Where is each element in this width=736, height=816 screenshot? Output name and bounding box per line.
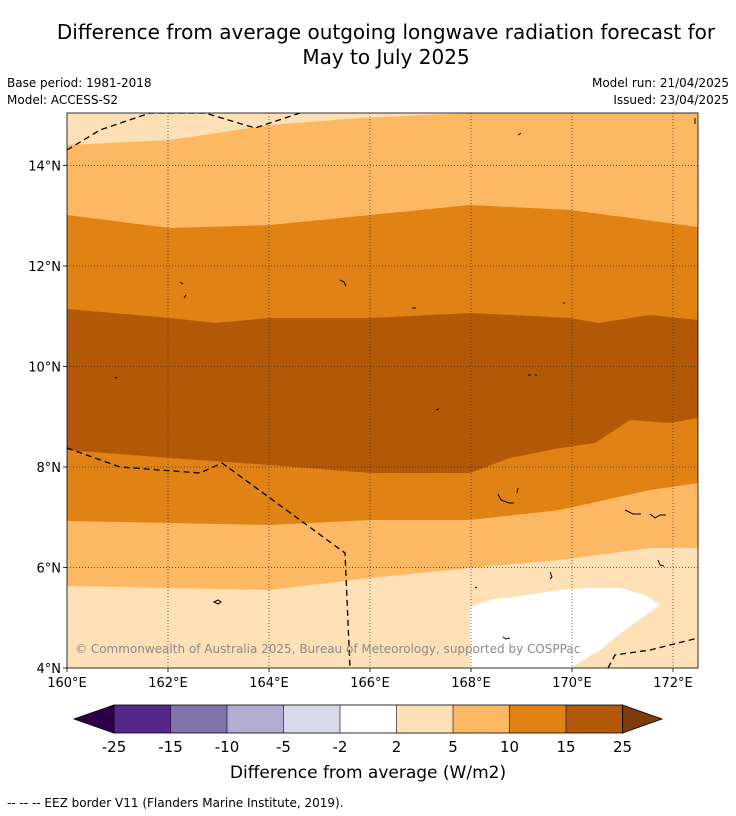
colorbar-tick-label: -15: [158, 738, 183, 756]
colorbar-tick-label: 5: [448, 738, 458, 756]
colorbar-segment: [509, 705, 566, 733]
colorbar-segment: [340, 705, 397, 733]
contour-field: [67, 113, 698, 668]
island: [549, 571, 553, 580]
island: [183, 294, 187, 299]
colorbar-outline: [113, 704, 623, 734]
island: [657, 559, 665, 567]
colorbar-tick-label: -2: [333, 738, 348, 756]
colorbar-segment: [114, 705, 171, 733]
band-15-25: [67, 309, 698, 473]
lat-tick-label: 12°N: [28, 260, 61, 275]
title-line-2: May to July 2025: [302, 45, 470, 69]
lon-tick-label: 168°E: [451, 676, 491, 691]
colorbar-segment: [396, 705, 453, 733]
lat-tick-label: 10°N: [28, 361, 61, 376]
island: [179, 281, 184, 285]
meta-left: Base period: 1981-2018 Model: ACCESS-S2: [7, 75, 152, 109]
colorbar-segment: [227, 705, 284, 733]
colorbar-segment: [453, 705, 510, 733]
island: [474, 586, 478, 589]
lon-tick-label: 164°E: [249, 676, 289, 691]
eez-borders: [67, 113, 698, 668]
colorbar-tick-label: -5: [276, 738, 291, 756]
colorbar-tick-label: 2: [392, 738, 402, 756]
colorbar-tick-label: 10: [500, 738, 519, 756]
colorbar-tick-label: 25: [613, 738, 632, 756]
map-frame: [66, 112, 699, 669]
lat-tick-label: 8°N: [37, 461, 62, 476]
colorbar-tick-labels: -25 -15 -10 -5 -2 2 5 10 15 25: [102, 738, 632, 756]
island: [502, 636, 511, 640]
island: [624, 509, 666, 519]
colorbar-tick-label: -25: [102, 738, 127, 756]
colorbar-extend-max: [622, 704, 664, 734]
eez-border-north: [67, 113, 301, 151]
issued-date: Issued: 23/04/2025: [613, 93, 729, 107]
colorbar-tick-label: 15: [556, 738, 575, 756]
colorbar-tick-label: -10: [215, 738, 240, 756]
island: [435, 408, 440, 411]
lon-tick-label: 170°E: [552, 676, 592, 691]
eez-border-southeast: [607, 637, 698, 668]
model-name: Model: ACCESS-S2: [7, 93, 119, 107]
colorbar: [72, 704, 664, 734]
lon-tick-label: 166°E: [350, 676, 390, 691]
colorbar-segment: [566, 705, 623, 733]
model-run: Model run: 21/04/2025: [591, 76, 729, 90]
colorbar-segment: [170, 705, 227, 733]
colorbar-label: Difference from average (W/m2): [230, 763, 506, 783]
lon-tick-label: 162°E: [148, 676, 188, 691]
island: [339, 279, 347, 287]
colorbar-extend-min: [72, 704, 115, 734]
latitude-labels: 4°N 6°N 8°N 10°N 12°N 14°N: [28, 160, 67, 677]
meta-right: Model run: 21/04/2025 Issued: 23/04/2025: [592, 75, 729, 109]
longitude-labels: 160°E 162°E 164°E 166°E 168°E 170°E 172°E: [47, 668, 693, 691]
lat-tick-label: 14°N: [28, 160, 61, 175]
lon-tick-label: 172°E: [653, 676, 693, 691]
colorbar-segment: [283, 705, 340, 733]
gridlines: [67, 113, 698, 668]
eez-border-west: [67, 447, 351, 668]
copyright-notice: © Commonwealth of Australia 2025, Bureau…: [75, 642, 580, 656]
lon-tick-label: 160°E: [47, 676, 87, 691]
lat-tick-label: 4°N: [37, 662, 62, 677]
islands: [114, 118, 696, 640]
base-period: Base period: 1981-2018: [7, 76, 152, 90]
band-neutral: [470, 588, 660, 668]
island: [212, 599, 222, 605]
island: [114, 376, 118, 379]
title-line-1: Difference from average outgoing longwav…: [56, 20, 716, 44]
island: [517, 132, 522, 136]
eez-footnote: -- -- -- EEZ border V11 (Flanders Marine…: [7, 796, 344, 810]
map-title: Difference from average outgoing longwav…: [0, 20, 736, 70]
lat-tick-label: 6°N: [37, 562, 62, 577]
island: [497, 487, 519, 504]
